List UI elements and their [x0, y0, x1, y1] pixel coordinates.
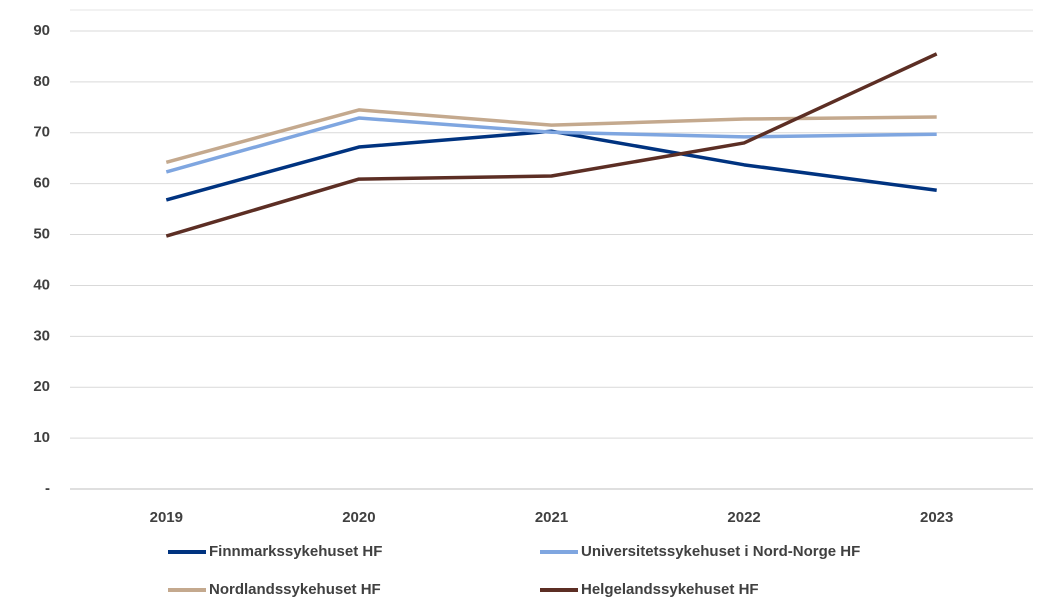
series-line: [165, 116, 937, 174]
x-tick-label: 2022: [727, 509, 760, 526]
y-tick-label: 50: [33, 226, 50, 243]
y-tick-label: 10: [33, 429, 50, 446]
x-tick-label: 2019: [150, 509, 183, 526]
x-tick-label: 2020: [342, 509, 375, 526]
x-tick-label: 2021: [535, 509, 568, 526]
y-tick-label: 60: [33, 175, 50, 192]
y-tick-label: 90: [33, 22, 50, 39]
y-tick-label: -: [45, 480, 50, 497]
y-tick-label: 80: [33, 73, 50, 90]
legend-label: Nordlandssykehuset HF: [209, 581, 381, 598]
y-tick-label: 20: [33, 378, 50, 395]
series-line: [165, 108, 937, 164]
y-tick-label: 30: [33, 327, 50, 344]
legend-label: Universitetssykehuset i Nord-Norge HF: [581, 543, 860, 560]
x-tick-label: 2023: [920, 509, 953, 526]
legend-label: Helgelandssykehuset HF: [581, 581, 759, 598]
series-line: [165, 52, 938, 238]
y-tick-label: 70: [33, 124, 50, 141]
y-tick-label: 40: [33, 276, 50, 293]
series-line: [165, 129, 937, 202]
legend-label: Finnmarkssykehuset HF: [209, 543, 382, 560]
